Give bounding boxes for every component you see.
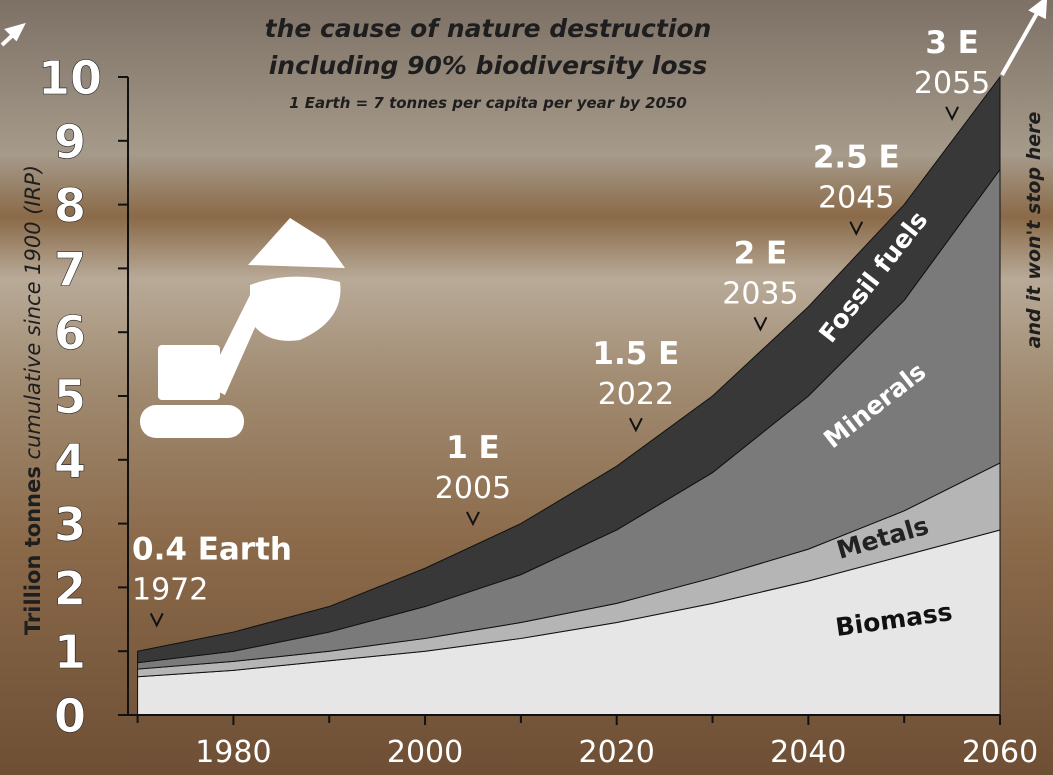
annotation-caret (466, 511, 480, 527)
x-tick-label: 2000 (387, 735, 463, 770)
annotation-year: 2055 (914, 66, 990, 101)
y-axis-label-note: cumulative since 1900 (IRP) (21, 165, 45, 460)
y-axis-label: Trillion tonnes cumulative since 1900 (I… (21, 165, 45, 635)
excavator-icon (140, 218, 345, 438)
annotation-caret (628, 417, 643, 433)
y-tick-label: 5 (54, 370, 86, 424)
y-tick-label: 3 (54, 498, 86, 552)
area (137, 75, 1001, 664)
corner-arrows (0, 0, 1048, 76)
x-tick-label: 2040 (770, 735, 846, 770)
annotation-caret (753, 316, 768, 332)
annotation-caret (945, 106, 959, 122)
annotation-caret (849, 221, 864, 236)
subtitle: 1 Earth = 7 tonnes per capita per year b… (289, 94, 687, 112)
annotation-caret (149, 612, 164, 628)
annotation-year: 2035 (722, 276, 798, 311)
y-tick-label: 8 (54, 179, 86, 233)
y-tick-label: 10 (38, 51, 102, 105)
x-tick-label: 2060 (962, 735, 1038, 770)
y-tick-label: 6 (54, 306, 86, 360)
y-axis-label-main: Trillion tonnes (21, 466, 45, 635)
annotation-year: 1972 (132, 572, 208, 607)
title: the cause of nature destruction (265, 14, 712, 43)
side-note: and it won't stop here (1023, 112, 1045, 349)
y-tick-label: 2 (54, 561, 86, 615)
annotation-label: 2.5 E (813, 140, 900, 176)
annotation-label: 3 E (925, 25, 979, 61)
annotation-label: 1 E (446, 430, 500, 466)
y-tick-label: 9 (54, 115, 86, 169)
annotation-label: 0.4 Earth (132, 531, 292, 567)
annotation-label: 2 E (734, 235, 788, 271)
annotation-year: 2022 (598, 377, 674, 412)
x-tick-label: 2020 (579, 735, 655, 770)
y-tick-label: 0 (54, 689, 86, 743)
title: including 90% biodiversity loss (269, 51, 708, 80)
y-tick-label: 7 (54, 242, 86, 296)
annotation-label: 1.5 E (592, 336, 679, 372)
annotation-year: 2045 (818, 181, 894, 216)
y-tick-label: 4 (54, 434, 86, 488)
x-tick-label: 1980 (195, 735, 271, 770)
y-tick-label: 1 (54, 625, 86, 679)
annotation-year: 2005 (435, 471, 511, 506)
